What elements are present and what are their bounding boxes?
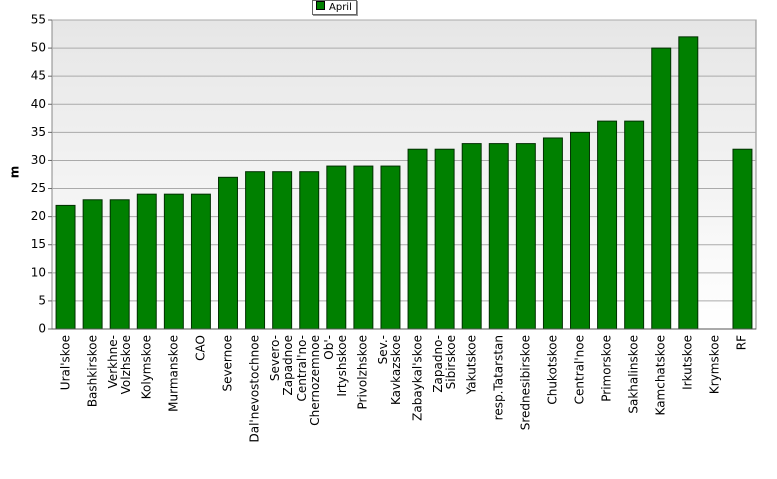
x-tick-label: Severo- Zapadnoe bbox=[268, 335, 296, 396]
bar bbox=[218, 176, 238, 330]
bar bbox=[488, 143, 509, 330]
bar bbox=[190, 193, 211, 330]
bar bbox=[515, 143, 536, 330]
x-tick-label: Severnoe bbox=[220, 335, 235, 392]
x-tick-label: Sakhalinskoe bbox=[626, 335, 641, 414]
y-tick-label: 5 bbox=[38, 293, 46, 307]
x-tick-label: Verkhne- Volzhskoe bbox=[105, 335, 133, 395]
bar bbox=[353, 165, 374, 330]
x-tick-label: Zapadno- Sibirskoe bbox=[430, 335, 458, 393]
x-tick-label: Kolymskoe bbox=[139, 335, 154, 400]
bar bbox=[407, 148, 428, 330]
legend-swatch bbox=[316, 1, 325, 10]
x-tick-label: Ural'skoe bbox=[58, 335, 73, 391]
bar bbox=[272, 171, 293, 330]
x-tick-label: Kamchatskoe bbox=[653, 335, 668, 416]
bar bbox=[380, 165, 401, 330]
plot-area bbox=[51, 19, 757, 330]
y-tick-label: 15 bbox=[31, 237, 46, 251]
bar bbox=[299, 171, 320, 330]
x-tick-label: Srednesibirskoe bbox=[518, 335, 533, 431]
x-tick-label: Chukotskoe bbox=[545, 335, 560, 405]
x-tick-label: CAO bbox=[193, 335, 208, 361]
bar bbox=[163, 193, 184, 330]
bar bbox=[651, 47, 672, 330]
legend: April bbox=[312, 0, 357, 15]
y-tick-label: 35 bbox=[31, 125, 46, 139]
bar bbox=[434, 148, 455, 330]
x-tick-label: Privolzhskoe bbox=[355, 335, 370, 410]
x-tick-label: Zabaykal'skoe bbox=[410, 335, 425, 421]
x-tick-label: Murmanskoe bbox=[166, 335, 181, 412]
x-tick-label: Sev.- Kavkazskoe bbox=[376, 335, 404, 406]
x-tick-label: Bashkirskoe bbox=[85, 335, 100, 408]
x-tick-label: Central'no- Chernozemnoe bbox=[295, 335, 323, 426]
bar bbox=[542, 137, 563, 330]
x-tick-label: RF bbox=[734, 335, 749, 351]
bar bbox=[461, 143, 482, 330]
bar bbox=[245, 171, 266, 330]
bar bbox=[326, 165, 347, 330]
y-tick-label: 45 bbox=[31, 69, 46, 83]
y-tick-label: 25 bbox=[31, 181, 46, 195]
bar bbox=[624, 120, 645, 330]
x-tick-label: resp.Tatarstan bbox=[491, 335, 506, 421]
y-tick-label: 20 bbox=[31, 209, 46, 223]
x-tick-label: Krymskoe bbox=[707, 335, 722, 395]
bar bbox=[82, 199, 103, 330]
y-tick-label: 10 bbox=[31, 265, 46, 279]
bar bbox=[678, 36, 699, 330]
bar bbox=[55, 204, 76, 330]
bar bbox=[732, 148, 753, 330]
x-tick-label: Irkutskoe bbox=[680, 335, 695, 390]
bar bbox=[570, 131, 590, 330]
x-tick-label: Ob'- Irtyshskoe bbox=[322, 335, 350, 397]
x-tick-label: Yakutskoe bbox=[464, 335, 479, 395]
x-tick-label: Primorskoe bbox=[599, 335, 614, 402]
y-tick-label: 50 bbox=[31, 41, 46, 55]
bar bbox=[597, 120, 618, 330]
y-tick-label: 30 bbox=[31, 153, 46, 167]
bar bbox=[136, 193, 157, 330]
y-tick-label: 0 bbox=[38, 322, 46, 336]
x-tick-label: Central'noe bbox=[572, 335, 587, 405]
y-axis-label: m bbox=[8, 166, 22, 179]
y-tick-label: 55 bbox=[31, 13, 46, 27]
legend-label: April bbox=[329, 2, 352, 13]
x-tick-label: Dal'nevostochnoe bbox=[247, 335, 262, 443]
y-tick-label: 40 bbox=[31, 97, 46, 111]
bar bbox=[109, 199, 130, 330]
